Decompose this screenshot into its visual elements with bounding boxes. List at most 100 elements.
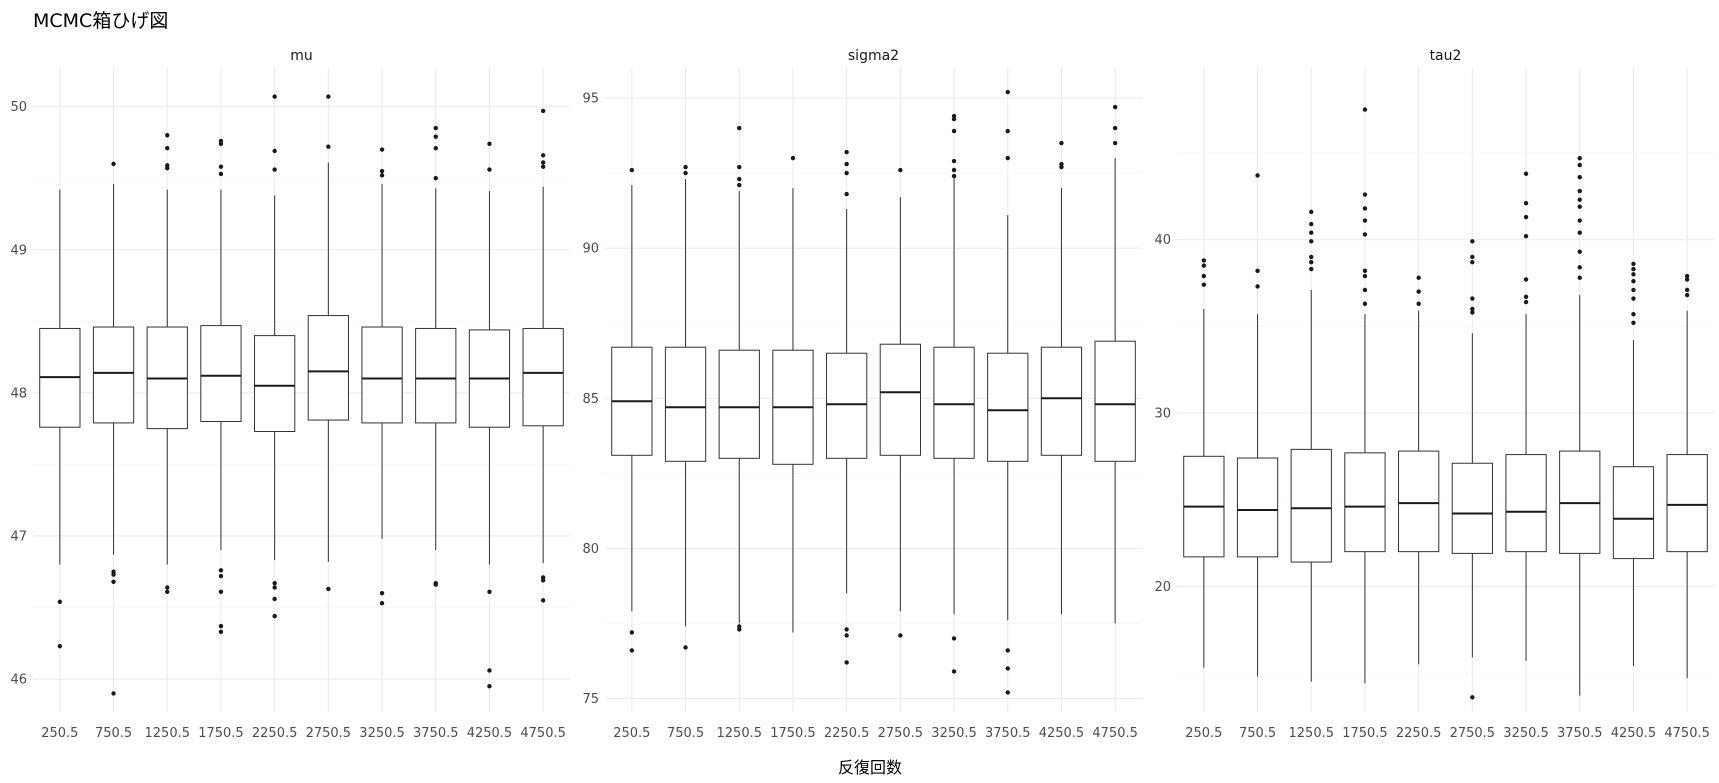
panel-mu: 46 47 48 49 50 250.5 750.5 1250.5 1750.5 2250.5 27… (10, 48, 570, 741)
outlier-point (1005, 666, 1010, 671)
y-tick-label: 85 (582, 392, 599, 407)
outlier-point (487, 167, 492, 172)
outlier-point (737, 182, 742, 188)
outlier-point (272, 613, 277, 619)
outlier-point (1523, 277, 1529, 282)
box-mu-2750.5 (307, 94, 349, 592)
outlier-point (433, 134, 438, 139)
outlier-point (844, 191, 849, 197)
outlier-point (1631, 266, 1636, 272)
outlier-point (326, 94, 331, 99)
chart-title: MCMC箱ひげ図 (33, 10, 168, 32)
outlier-point (111, 691, 116, 696)
y-tick-label: 30 (1154, 406, 1171, 421)
facet-panels: 46 47 48 49 50 250.5 750.5 1250.5 1750.5 2250.5 27… (10, 48, 1714, 741)
outlier-point (683, 645, 688, 650)
outlier-point (272, 94, 277, 99)
outlier-point (951, 158, 957, 164)
outlier-point (1470, 239, 1475, 244)
outlier-point (1255, 268, 1260, 274)
outlier-point (1523, 214, 1529, 220)
iqr-box (1505, 454, 1547, 553)
outlier-point (1684, 287, 1690, 293)
outlier-point (487, 668, 492, 673)
outlier-point (683, 164, 688, 170)
outlier-point (433, 175, 438, 181)
outlier-point (790, 155, 796, 161)
x-tick-label: 2250.5 (252, 726, 298, 741)
outlier-point (737, 176, 742, 182)
iqr-box (361, 326, 403, 424)
outlier-point (1684, 277, 1690, 282)
box-mu-4750.5 (522, 108, 564, 603)
x-axis-label: 反復回数 (838, 758, 902, 777)
outlier-point (1684, 292, 1690, 298)
iqr-box (522, 327, 564, 427)
box-mu-1750.5 (200, 138, 242, 635)
box-mu-3750.5 (415, 125, 457, 587)
outlier-point (1005, 648, 1010, 653)
outlier-point (1255, 284, 1260, 289)
iqr-box (415, 327, 457, 424)
outlier-point (683, 170, 688, 176)
box-sigma2-4750.5 (1094, 104, 1136, 624)
outlier-point (844, 161, 849, 167)
outlier-point (1005, 155, 1010, 161)
outlier-point (1362, 218, 1368, 223)
outlier-point (1112, 104, 1118, 110)
iqr-box (1290, 448, 1332, 563)
outlier-point (1416, 275, 1421, 280)
outlier-point (1577, 197, 1582, 202)
x-tick-label: 4750.5 (1664, 726, 1710, 741)
outlier-point (1577, 204, 1582, 209)
outlier-point (218, 629, 224, 635)
x-tick-label: 750.5 (95, 726, 132, 741)
outlier-point (1201, 282, 1207, 287)
outlier-point (951, 636, 957, 641)
outlier-point (379, 168, 385, 174)
outlier-point (1577, 218, 1582, 223)
box-tau2-1250.5 (1290, 209, 1332, 682)
outlier-point (1416, 301, 1421, 306)
outlier-point (1577, 275, 1582, 280)
y-tick-label: 46 (10, 673, 27, 688)
outlier-point (1112, 140, 1118, 146)
outlier-point (487, 141, 492, 147)
y-tick-label: 75 (582, 692, 599, 707)
outlier-point (379, 591, 385, 596)
outlier-point (1470, 310, 1475, 315)
outlier-point (379, 601, 385, 606)
outlier-point (218, 171, 224, 177)
outlier-point (433, 582, 438, 587)
iqr-box (1040, 346, 1083, 456)
outlier-point (844, 170, 849, 176)
outlier-point (1631, 272, 1636, 277)
outlier-point (218, 589, 224, 594)
x-tick-label: 3250.5 (931, 726, 977, 741)
outlier-point (487, 684, 492, 689)
outlier-point (1684, 273, 1690, 279)
outlier-point (540, 164, 546, 169)
outlier-point (1362, 107, 1368, 112)
outlier-point (218, 164, 224, 169)
box-mu-2250.5 (254, 94, 296, 619)
outlier-point (57, 599, 63, 605)
x-tick-label: 2250.5 (1396, 726, 1442, 741)
outlier-point (272, 585, 277, 590)
outlier-point (1577, 155, 1582, 161)
outlier-point (1362, 192, 1368, 197)
x-tick-label: 750.5 (667, 726, 704, 741)
outlier-point (540, 160, 546, 165)
outlier-point (165, 145, 170, 151)
y-tick-label: 47 (10, 529, 27, 544)
outlier-point (272, 596, 277, 602)
box-tau2-3750.5 (1559, 155, 1601, 696)
outlier-point (218, 568, 224, 573)
outlier-point (1523, 299, 1529, 305)
x-tick-label: 1250.5 (145, 726, 191, 741)
x-tick-label: 4250.5 (467, 726, 513, 741)
outlier-point (218, 141, 224, 147)
outlier-point (1631, 320, 1636, 326)
outlier-point (951, 167, 957, 173)
outlier-point (1362, 268, 1368, 274)
